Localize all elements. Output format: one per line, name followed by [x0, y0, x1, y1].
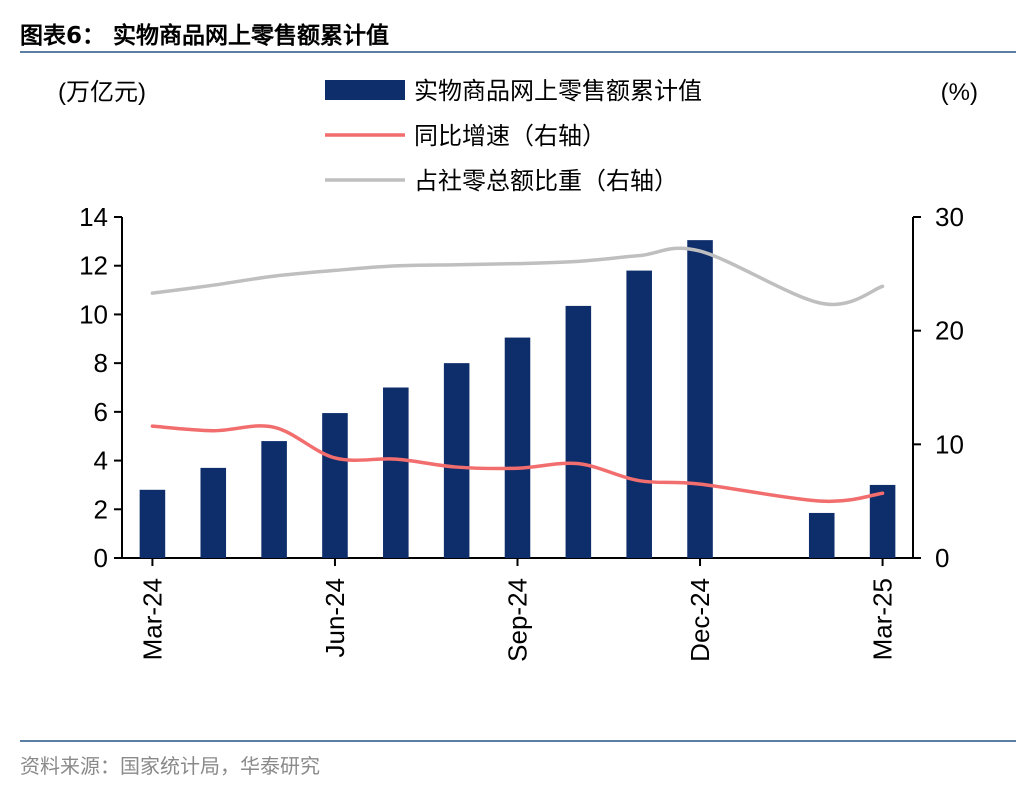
bar-series [139, 240, 896, 558]
bar [383, 387, 409, 558]
x-tick-label: Sep-24 [503, 578, 533, 662]
left-unit-label: (万亿元) [58, 79, 146, 106]
figure-title: 图表6： 实物商品网上零售额累计值 [20, 23, 390, 49]
right-tick-label: 0 [935, 543, 949, 573]
bar [200, 467, 227, 558]
left-tick-label: 4 [94, 446, 108, 476]
right-unit-label: (%) [941, 79, 978, 106]
left-tick-label: 14 [79, 202, 108, 232]
title-divider [20, 51, 1016, 53]
legend-bar-swatch [325, 80, 405, 100]
bar [504, 337, 531, 558]
right-tick-label: 10 [935, 429, 964, 459]
bar [808, 512, 835, 558]
left-tick-label: 8 [94, 348, 108, 378]
bar [687, 240, 713, 558]
bar [869, 484, 896, 558]
legend-item-share: 占社零总额比重（右轴） [414, 167, 678, 195]
right-tick-label: 20 [935, 316, 964, 346]
legend-item-bar: 实物商品网上零售额累计值 [414, 77, 702, 105]
left-tick-label: 0 [94, 543, 108, 573]
source-divider [20, 740, 1016, 742]
left-tick-label: 10 [79, 299, 108, 329]
line-series [150, 246, 885, 504]
x-tick-label: Mar-24 [137, 578, 167, 660]
left-tick-label: 6 [94, 397, 108, 427]
x-tick-label: Dec-24 [685, 578, 715, 662]
bar [139, 489, 166, 558]
bar [261, 441, 287, 558]
x-tick-label: Mar-25 [868, 578, 898, 660]
source-note: 资料来源：国家统计局，华泰研究 [20, 754, 320, 778]
yoy-growth-line [150, 424, 885, 504]
x-tick-label: Jun-24 [320, 578, 350, 658]
right-tick-label: 30 [935, 202, 964, 232]
left-tick-label: 12 [79, 251, 108, 281]
legend-item-yoy: 同比增速（右轴） [414, 122, 606, 150]
axis-labels: 0 2 4 6 8 10 12 14 0 10 20 30 Mar-24 Jun-24 Sep-24 Dec-… [58, 79, 978, 662]
bar [322, 413, 348, 558]
bar [626, 270, 652, 558]
bar [443, 363, 470, 558]
share-of-retail-line [150, 246, 885, 307]
bar [565, 305, 592, 558]
left-tick-label: 2 [94, 494, 108, 524]
